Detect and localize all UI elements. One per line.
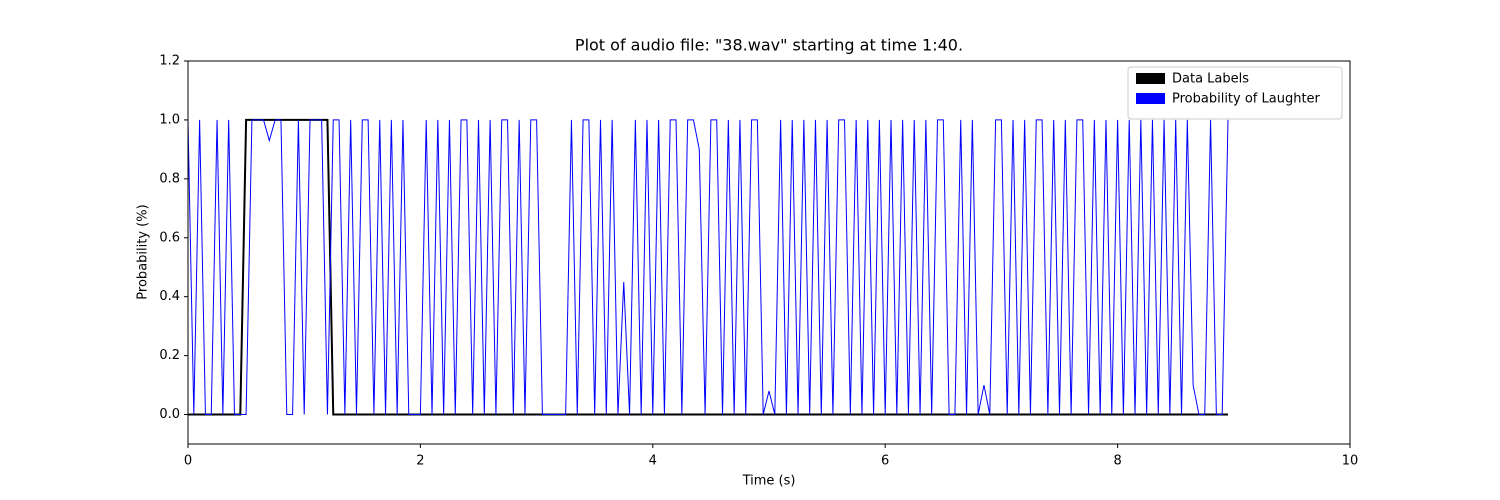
chart-title: Plot of audio file: "38.wav" starting at…	[575, 36, 963, 55]
data-line	[188, 118, 1228, 416]
data-line	[187, 119, 1229, 416]
legend-label: Probability of Laughter	[1172, 92, 1321, 107]
legend-box	[1127, 66, 1343, 120]
plot-frame	[187, 60, 1351, 445]
x-tick-label: 8	[1113, 454, 1121, 469]
legend-swatch	[1136, 93, 1165, 104]
x-tick-label: 0	[184, 454, 192, 469]
y-tick-label: 1.0	[159, 112, 180, 127]
legend-swatch	[1136, 73, 1165, 84]
y-tick-label: 0.4	[159, 289, 180, 304]
x-tick-label: 2	[416, 454, 424, 469]
y-tick-label: 1.2	[159, 54, 180, 69]
y-tick-label: 0.8	[159, 171, 180, 186]
y-tick-label: 0.0	[159, 407, 180, 422]
legend-label: Data Labels	[1172, 72, 1249, 87]
x-tick-label: 6	[881, 454, 889, 469]
y-tick-label: 0.2	[159, 348, 180, 363]
x-axis-label: Time (s)	[742, 474, 796, 489]
y-axis-label: Probability (%)	[136, 204, 151, 299]
x-tick-label: 10	[1342, 454, 1359, 469]
y-tick-label: 0.6	[159, 230, 180, 245]
x-tick-label: 4	[649, 454, 657, 469]
